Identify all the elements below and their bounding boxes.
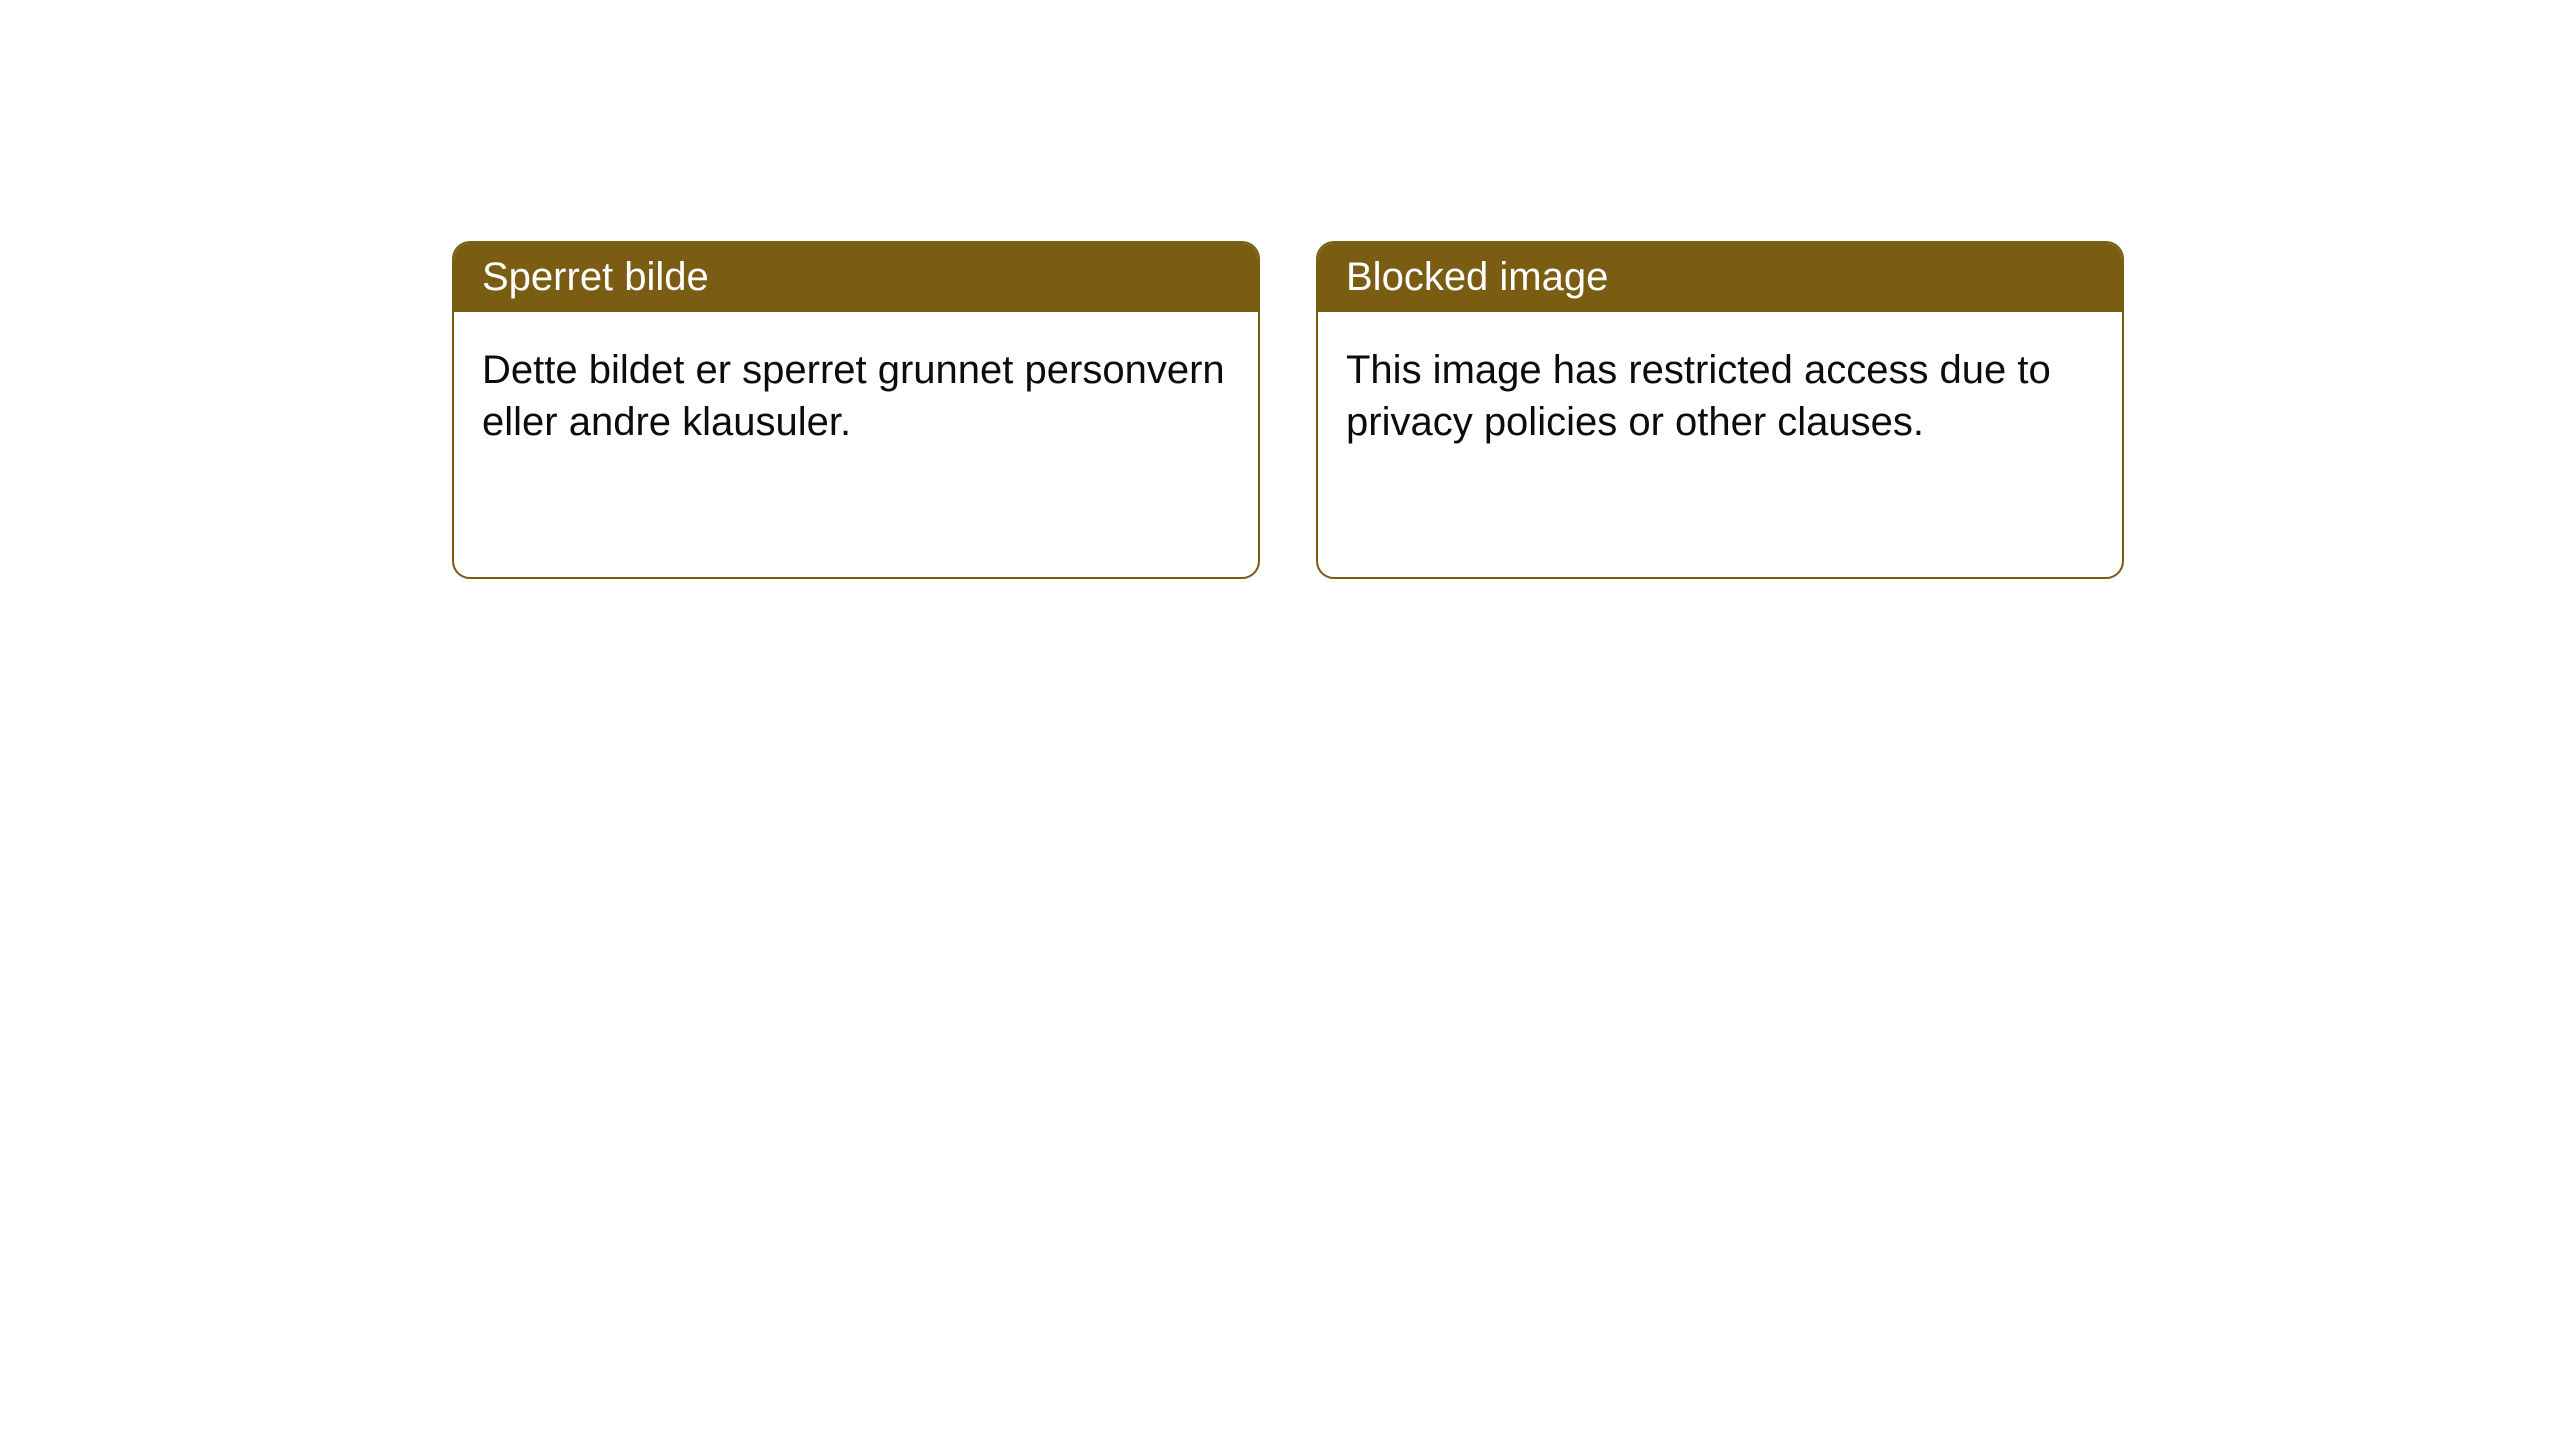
card-body-text: Dette bildet er sperret grunnet personve… <box>482 348 1225 444</box>
card-title: Sperret bilde <box>482 255 709 299</box>
card-header: Sperret bilde <box>454 243 1258 312</box>
card-title: Blocked image <box>1346 255 1608 299</box>
card-body-text: This image has restricted access due to … <box>1346 348 2051 444</box>
blocked-image-card-en: Blocked image This image has restricted … <box>1316 241 2124 579</box>
notice-container: Sperret bilde Dette bildet er sperret gr… <box>0 0 2560 579</box>
card-header: Blocked image <box>1318 243 2122 312</box>
card-body: Dette bildet er sperret grunnet personve… <box>454 312 1258 480</box>
card-body: This image has restricted access due to … <box>1318 312 2122 480</box>
blocked-image-card-no: Sperret bilde Dette bildet er sperret gr… <box>452 241 1260 579</box>
